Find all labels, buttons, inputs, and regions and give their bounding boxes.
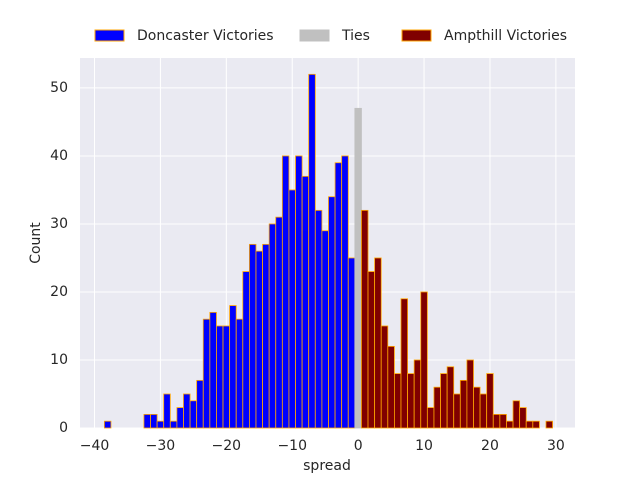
bar [347,257,356,429]
bar [255,250,263,429]
y-tick-label: 20 [50,284,68,300]
x-tick-label: 0 [354,438,363,454]
bar [222,325,231,429]
y-tick-label: 50 [50,80,68,96]
x-tick-label: −10 [277,438,307,454]
bar [334,162,343,429]
bar [143,413,151,429]
bar [295,155,303,429]
bar [466,359,474,429]
bar [512,400,521,429]
bar [440,373,448,429]
bar [486,373,494,429]
bar [328,196,336,429]
x-tick-label: 30 [547,438,565,454]
bar [519,407,527,429]
bar [163,393,171,429]
bar [262,243,270,429]
bar [196,379,204,429]
legend-label: Ties [341,28,370,44]
legend-swatch [94,29,125,42]
bar [156,420,165,429]
bar [288,189,296,429]
bar [492,413,501,429]
bar [545,420,553,429]
bar [459,379,468,429]
x-tick-label: 10 [415,438,433,454]
bar [407,373,415,429]
bar [400,298,408,429]
x-tick-label: −30 [146,438,176,454]
legend-label: Ampthill Victories [444,28,567,44]
bar [321,230,329,429]
bar [394,373,402,429]
bar [374,257,382,429]
bar [216,325,224,429]
legend-swatch [401,29,432,42]
y-tick-label: 0 [59,420,68,436]
bar [103,420,112,429]
bar [275,216,283,429]
bar [380,325,389,429]
bar [176,407,184,429]
bar [229,305,237,429]
bar [499,413,507,429]
bar [209,311,217,429]
bar [413,359,422,429]
bar [453,393,461,429]
bar [268,223,277,429]
y-tick-label: 30 [50,216,68,232]
bar [341,155,349,429]
bar [301,175,310,429]
bar [506,420,514,429]
bar [532,420,540,429]
bar [242,271,250,429]
x-tick-label: −20 [212,438,242,454]
bar [281,155,290,429]
x-axis-label: spread [303,458,351,474]
legend-label: Doncaster Victories [137,28,274,44]
y-tick-label: 40 [50,148,68,164]
bar [354,107,362,429]
bar [361,209,369,429]
bar [473,386,481,429]
bar [314,209,323,429]
bar [183,393,191,429]
bar [426,407,435,429]
bar [235,318,244,429]
bar [420,291,428,429]
bar [150,413,158,429]
bar [169,420,178,429]
bar [308,73,316,429]
bar [525,420,534,429]
bar [446,366,455,429]
bar [248,243,257,429]
bar [479,393,488,429]
legend-swatch [299,29,330,42]
bar [189,400,198,429]
bar [433,386,441,429]
bar [367,271,376,429]
y-axis-label: Count [28,222,44,264]
y-tick-label: 10 [50,352,68,368]
bar [387,345,395,429]
x-tick-label: 20 [481,438,499,454]
bar [202,318,211,429]
x-tick-label: −40 [80,438,110,454]
